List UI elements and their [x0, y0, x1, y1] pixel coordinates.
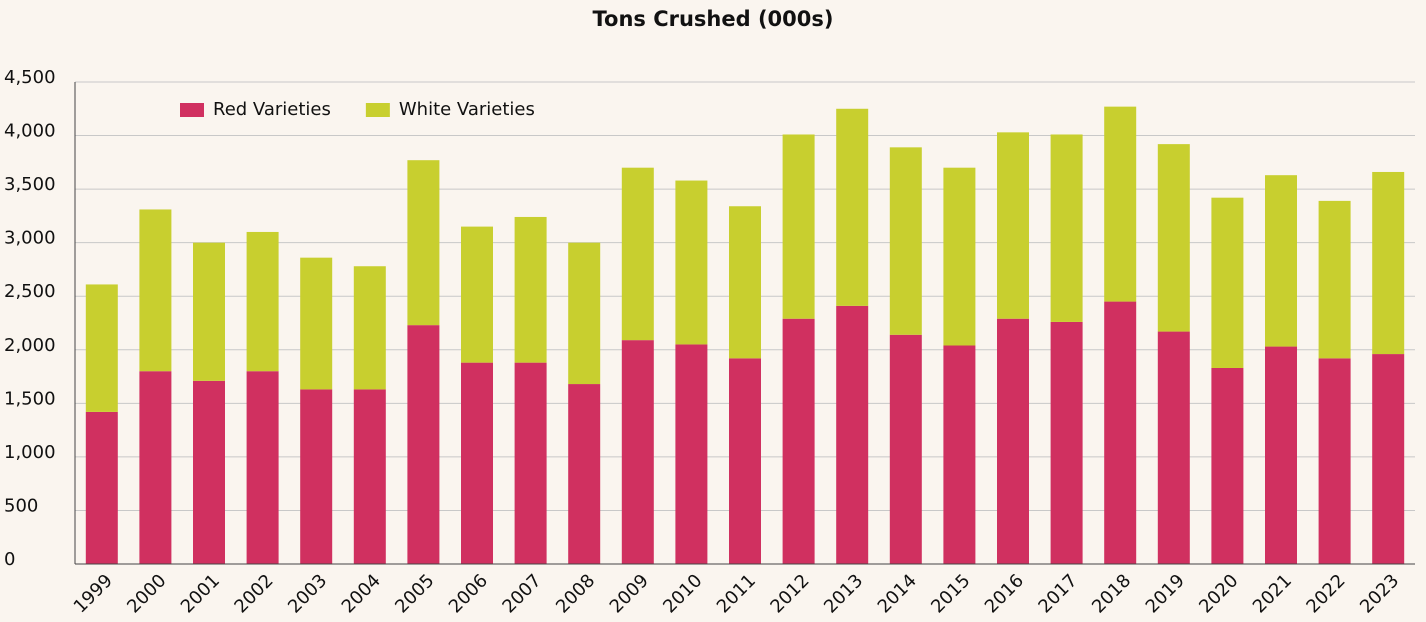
bar — [621, 167, 654, 341]
bar — [407, 160, 440, 326]
bar — [85, 411, 118, 564]
y-tick-label: 1,500 — [4, 388, 56, 409]
bar — [514, 216, 547, 363]
bar — [193, 242, 225, 381]
bar — [353, 266, 386, 390]
bar — [997, 318, 1029, 564]
chart-title: Tons Crushed (000s) — [592, 7, 833, 31]
bar — [1318, 200, 1351, 359]
bar — [943, 345, 976, 564]
bar — [1104, 301, 1137, 564]
y-tick-label: 3,000 — [4, 228, 56, 249]
y-tick-label: 0 — [4, 549, 15, 570]
y-tick-label: 500 — [4, 495, 38, 516]
bar — [1211, 367, 1244, 564]
y-tick-label: 2,500 — [4, 281, 56, 302]
bar — [889, 147, 922, 335]
bar — [246, 231, 279, 372]
y-tick-label: 1,000 — [4, 442, 56, 463]
bar — [407, 325, 440, 564]
bar — [514, 362, 547, 564]
bar — [782, 318, 815, 564]
bar — [1372, 354, 1405, 564]
bar — [675, 344, 708, 564]
bar — [729, 358, 761, 564]
bar — [1318, 358, 1351, 564]
y-tick-label: 2,000 — [4, 335, 56, 356]
bar — [461, 226, 493, 363]
bar — [1265, 175, 1297, 347]
bar — [139, 209, 172, 372]
bar — [1050, 321, 1083, 564]
bar — [1157, 144, 1190, 332]
bar — [1211, 197, 1244, 368]
y-tick-label: 4,500 — [4, 67, 56, 88]
bar — [997, 132, 1029, 319]
bar — [1372, 171, 1405, 355]
legend-label: Red Varieties — [213, 99, 331, 120]
bar — [300, 389, 333, 564]
bar — [675, 180, 708, 345]
bar — [782, 134, 815, 319]
bar — [1104, 106, 1137, 302]
bar — [461, 362, 493, 564]
bar — [568, 242, 601, 385]
legend-swatch — [180, 103, 204, 117]
bar — [943, 167, 976, 346]
bar — [1050, 134, 1083, 322]
bar — [1265, 346, 1297, 564]
bar — [246, 371, 279, 564]
legend-swatch — [365, 103, 390, 117]
bar — [836, 305, 869, 564]
bar — [889, 334, 922, 564]
bar — [836, 108, 869, 306]
bar — [568, 384, 601, 564]
bar — [353, 389, 386, 564]
bar — [1157, 331, 1190, 564]
bar — [139, 371, 172, 564]
bar — [85, 284, 118, 412]
y-tick-label: 3,500 — [4, 174, 56, 195]
bar — [193, 380, 225, 564]
bar — [621, 340, 654, 564]
bar — [300, 257, 333, 390]
y-tick-label: 4,000 — [4, 121, 56, 142]
bar — [729, 206, 761, 359]
legend-label: White Varieties — [399, 99, 535, 120]
